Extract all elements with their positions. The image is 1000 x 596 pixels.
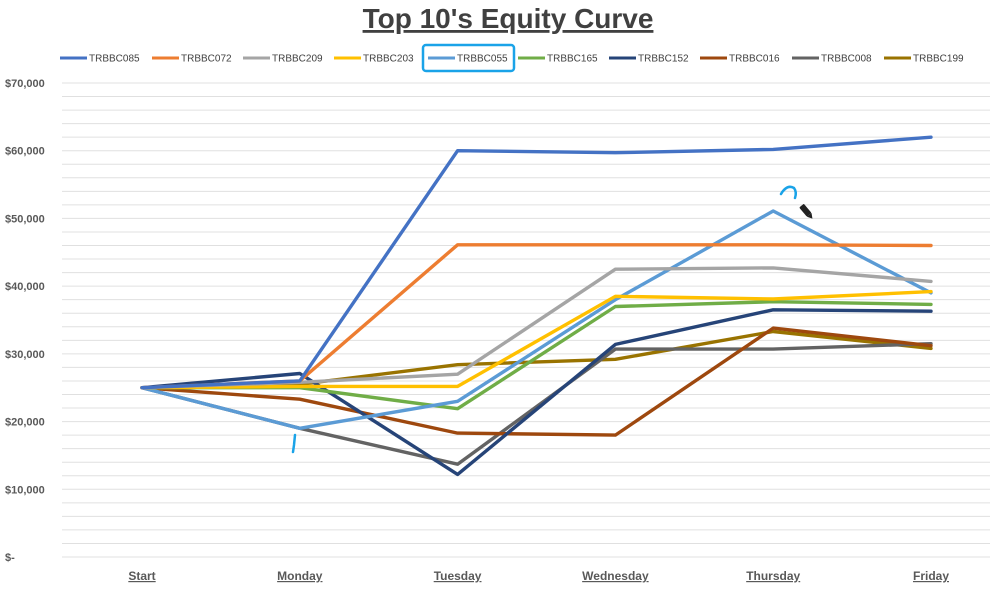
series-line-trbbc085 — [140, 135, 933, 390]
legend-item-trbbc165[interactable]: TRBBC165 — [518, 54, 598, 65]
x-tick-label: Thursday — [746, 569, 800, 583]
gridlines — [62, 82, 990, 558]
annotations — [291, 185, 813, 454]
legend-label: TRBBC209 — [272, 54, 323, 65]
y-tick-label: $- — [5, 552, 15, 564]
series-line-trbbc055 — [140, 209, 933, 430]
x-tick-label: Start — [128, 569, 155, 583]
legend-label: TRBBC152 — [638, 54, 689, 65]
legend-item-trbbc152[interactable]: TRBBC152 — [609, 54, 689, 65]
series-lines — [140, 135, 933, 477]
series-line-trbbc152 — [140, 308, 933, 477]
legend-label: TRBBC199 — [913, 54, 964, 65]
legend-item-trbbc203[interactable]: TRBBC203 — [334, 54, 414, 65]
legend-label: TRBBC055 — [457, 54, 508, 65]
y-axis: $- $10,000 $20,000 $30,000 $40,000 $50,000 $60… — [5, 78, 45, 564]
y-tick-label: $40,000 — [5, 281, 45, 293]
legend-label: TRBBC072 — [181, 54, 232, 65]
x-tick-label: Wednesday — [582, 569, 649, 583]
legend-item-trbbc209[interactable]: TRBBC209 — [243, 54, 323, 65]
x-axis: Start Monday Tuesday Wednesday Thursday Frida… — [128, 569, 949, 583]
y-tick-label: $20,000 — [5, 417, 45, 429]
y-tick-label: $70,000 — [5, 78, 45, 90]
legend-label: TRBBC203 — [363, 54, 414, 65]
pen-mark-thursday — [779, 185, 798, 200]
legend-item-trbbc199[interactable]: TRBBC199 — [884, 54, 964, 65]
legend-item-trbbc085[interactable]: TRBBC085 — [60, 54, 140, 65]
x-tick-label: Tuesday — [434, 569, 482, 583]
y-tick-label: $60,000 — [5, 146, 45, 158]
legend: TRBBC085 TRBBC072 TRBBC209 TRBBC203 TRBBC055… — [60, 43, 964, 73]
legend-item-trbbc008[interactable]: TRBBC008 — [792, 54, 872, 65]
legend-item-trbbc072[interactable]: TRBBC072 — [152, 54, 232, 65]
x-tick-label: Friday — [913, 569, 949, 583]
series-line-trbbc072 — [140, 243, 933, 390]
series-line-trbbc165 — [140, 300, 933, 411]
legend-label: TRBBC165 — [547, 54, 598, 65]
legend-label: TRBBC008 — [821, 54, 872, 65]
legend-label: TRBBC085 — [89, 54, 140, 65]
legend-label: TRBBC016 — [729, 54, 780, 65]
series-line-trbbc203 — [140, 289, 933, 390]
legend-item-trbbc055[interactable]: TRBBC055 — [421, 43, 516, 73]
pen-mark-monday — [291, 433, 297, 454]
y-tick-label: $50,000 — [5, 213, 45, 225]
chart-title: Top 10's Equity Curve — [363, 3, 654, 34]
pen-cursor-icon — [799, 204, 813, 219]
legend-highlight-box — [421, 43, 516, 73]
y-tick-label: $30,000 — [5, 349, 45, 361]
y-tick-label: $10,000 — [5, 484, 45, 496]
x-tick-label: Monday — [277, 569, 323, 583]
series-line-trbbc016 — [140, 326, 933, 437]
legend-item-trbbc016[interactable]: TRBBC016 — [700, 54, 780, 65]
